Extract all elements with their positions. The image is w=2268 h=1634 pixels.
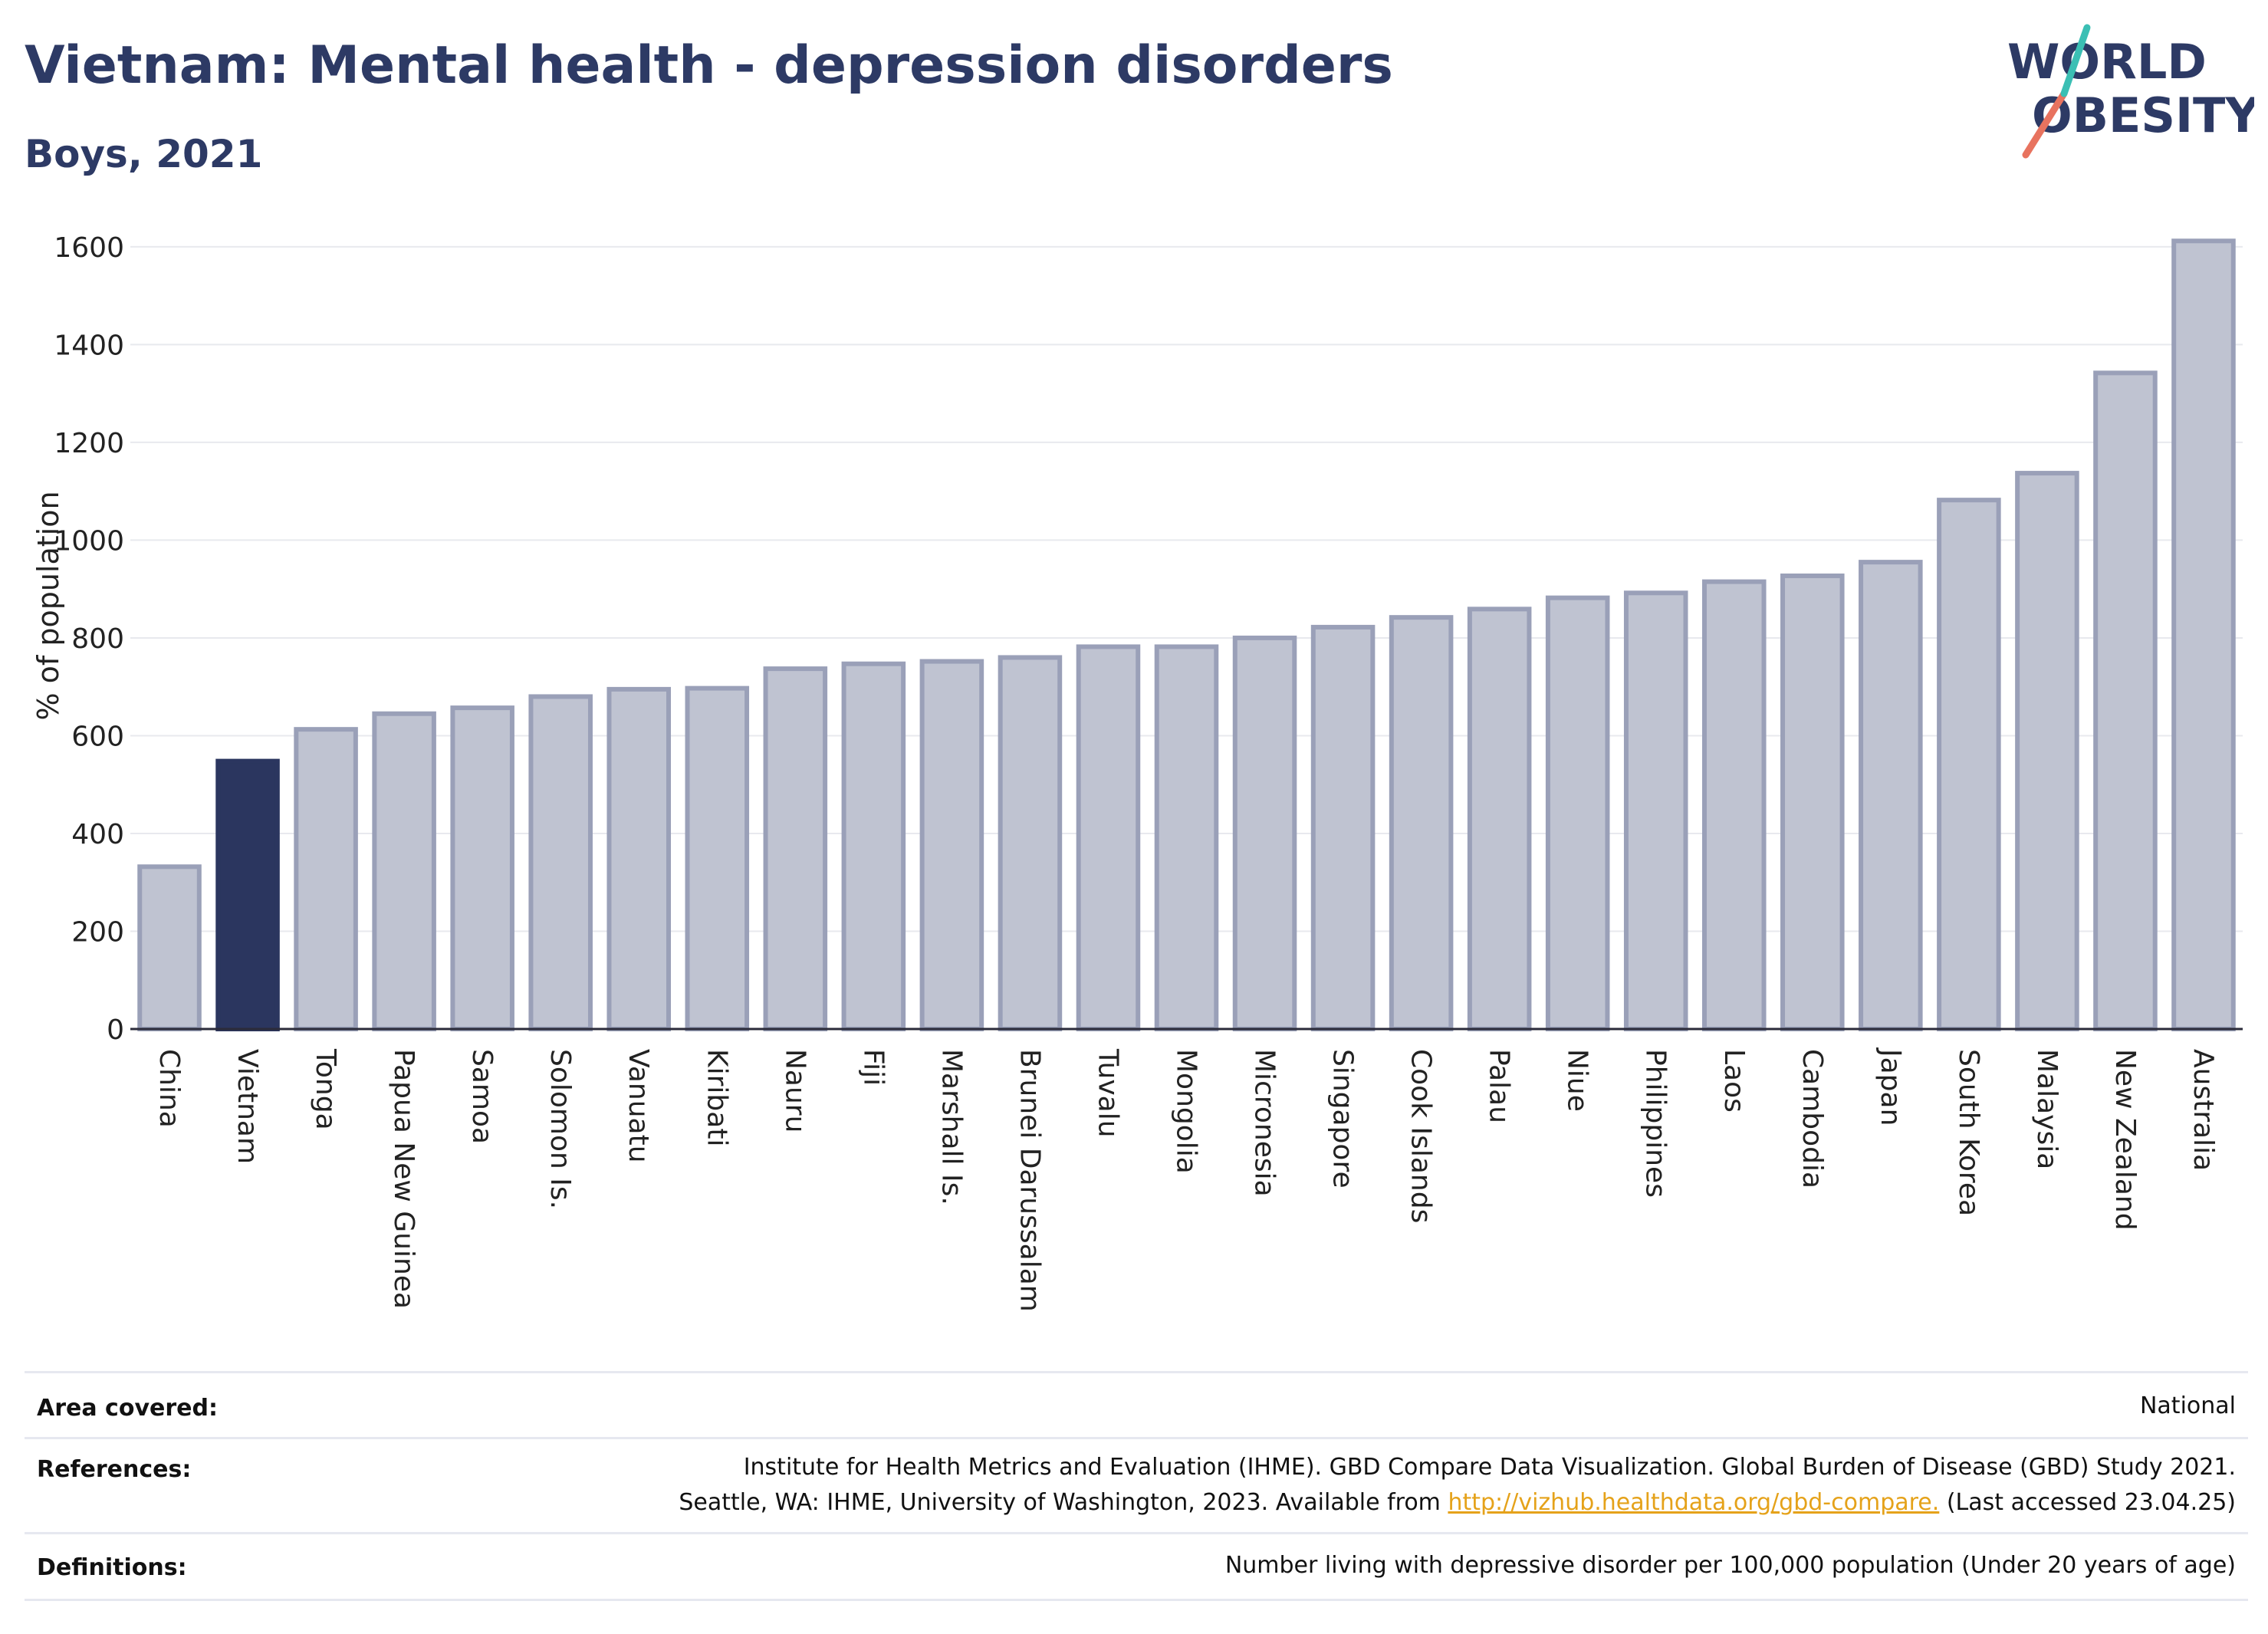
x-tick-label: Vanuatu <box>623 1049 654 1163</box>
area-covered-label: Area covered: <box>37 1395 218 1422</box>
x-tick-label: Cook Islands <box>1405 1049 1437 1223</box>
y-tick-label: 1200 <box>54 428 124 459</box>
bar-tuvalu <box>1076 644 1141 1031</box>
bar-vietnam <box>215 758 280 1031</box>
x-tick-label: Tonga <box>310 1048 341 1130</box>
definitions-label: Definitions: <box>37 1554 187 1581</box>
bar-brunei-darussalam <box>998 655 1063 1032</box>
bar-china <box>137 864 202 1031</box>
svg-text:OBESITY: OBESITY <box>2032 87 2254 143</box>
bar-south-korea <box>1937 498 2001 1031</box>
bar-mongolia <box>1154 644 1219 1031</box>
y-tick-label: 0 <box>107 1014 124 1046</box>
svg-text:WORLD: WORLD <box>2007 34 2207 90</box>
bar-samoa <box>450 705 514 1031</box>
definitions-value: Number living with depressive disorder p… <box>1224 1552 2236 1579</box>
references-row: References: Institute for Health Metrics… <box>25 1437 2248 1534</box>
bar-solomon-is <box>528 694 593 1031</box>
x-tick-label: Philippines <box>1640 1049 1671 1198</box>
bar-philippines <box>1623 590 1688 1031</box>
bar-new-zealand <box>2093 370 2158 1031</box>
bar-cook-islands <box>1389 615 1454 1031</box>
x-tick-label: Micronesia <box>1249 1049 1280 1197</box>
references-label: References: <box>37 1456 192 1483</box>
bar-japan <box>1859 560 1923 1031</box>
definitions-row: Definitions: Number living with depressi… <box>25 1532 2248 1601</box>
chart-subtitle: Boys, 2021 <box>25 132 263 176</box>
x-tick-label: Palau <box>1484 1049 1515 1123</box>
x-tick-label: Marshall Is. <box>935 1049 967 1205</box>
bar-fiji <box>841 661 906 1031</box>
bar-papua-new-guinea <box>372 711 436 1031</box>
x-tick-label: Laos <box>1718 1049 1750 1113</box>
bar-palau <box>1467 607 1532 1031</box>
x-tick-label: Japan <box>1875 1047 1906 1126</box>
area-covered-value: National <box>2139 1392 2236 1419</box>
x-tick-label: Solomon Is. <box>544 1049 576 1209</box>
x-tick-label: Niue <box>1562 1049 1593 1112</box>
bar-kiribati <box>685 685 750 1031</box>
y-tick-label: 1000 <box>54 525 124 557</box>
y-axis-label: % of population <box>31 491 65 720</box>
bar-nauru <box>763 666 828 1032</box>
x-tick-label: Tuvalu <box>1092 1048 1123 1138</box>
x-tick-label: New Zealand <box>2109 1049 2141 1231</box>
chart-title: Vietnam: Mental health - depression diso… <box>25 35 1393 96</box>
x-tick-label: Cambodia <box>1796 1049 1828 1189</box>
x-tick-label: Brunei Darussalam <box>1014 1049 1045 1312</box>
reference-link[interactable]: http://vizhub.healthdata.org/gbd-compare… <box>1448 1489 1940 1516</box>
bar-vanuatu <box>606 686 672 1031</box>
bar-laos <box>1701 579 1767 1031</box>
x-tick-label: Vietnam <box>232 1049 263 1164</box>
bar-malaysia <box>2015 471 2079 1031</box>
references-line2: Seattle, WA: IHME, University of Washing… <box>679 1489 2236 1516</box>
world-obesity-logo: WORLD OBESITY <box>2007 24 2254 159</box>
y-tick-label: 400 <box>71 819 124 850</box>
bar-tonga <box>294 727 358 1032</box>
x-tick-label: Malaysia <box>2031 1049 2063 1169</box>
x-tick-label: Mongolia <box>1171 1049 1202 1174</box>
x-tick-label: Fiji <box>857 1049 889 1086</box>
x-tick-label: South Korea <box>1953 1049 1984 1216</box>
bar-niue <box>1545 595 1610 1031</box>
references-value: Institute for Health Metrics and Evaluat… <box>679 1450 2236 1521</box>
bar-marshall-is <box>919 659 984 1031</box>
x-tick-label: Samoa <box>466 1049 498 1144</box>
bar-australia <box>2171 238 2236 1031</box>
y-tick-label: 1400 <box>54 330 124 361</box>
bar-chart: 0 200 400 600 800 1000 1200 1400 1600 China Vietn… <box>31 232 2243 1312</box>
y-tick-label: 200 <box>71 916 124 948</box>
x-tick-label: Papua New Guinea <box>388 1049 419 1309</box>
y-tick-label: 1600 <box>54 232 124 264</box>
y-tick-label: 800 <box>71 623 124 655</box>
x-tick-label: Australia <box>2187 1049 2219 1171</box>
y-tick-label: 600 <box>71 721 124 752</box>
bar-micronesia <box>1232 635 1297 1031</box>
x-tick-label: Nauru <box>779 1049 810 1133</box>
bar-cambodia <box>1780 573 1845 1031</box>
x-tick-label: Kiribati <box>701 1049 732 1146</box>
references-line1: Institute for Health Metrics and Evaluat… <box>743 1454 2236 1481</box>
x-tick-label: Singapore <box>1327 1049 1359 1189</box>
bar-singapore <box>1310 624 1376 1031</box>
area-covered-row: Area covered: National <box>25 1371 2248 1439</box>
x-tick-label: China <box>153 1049 185 1128</box>
